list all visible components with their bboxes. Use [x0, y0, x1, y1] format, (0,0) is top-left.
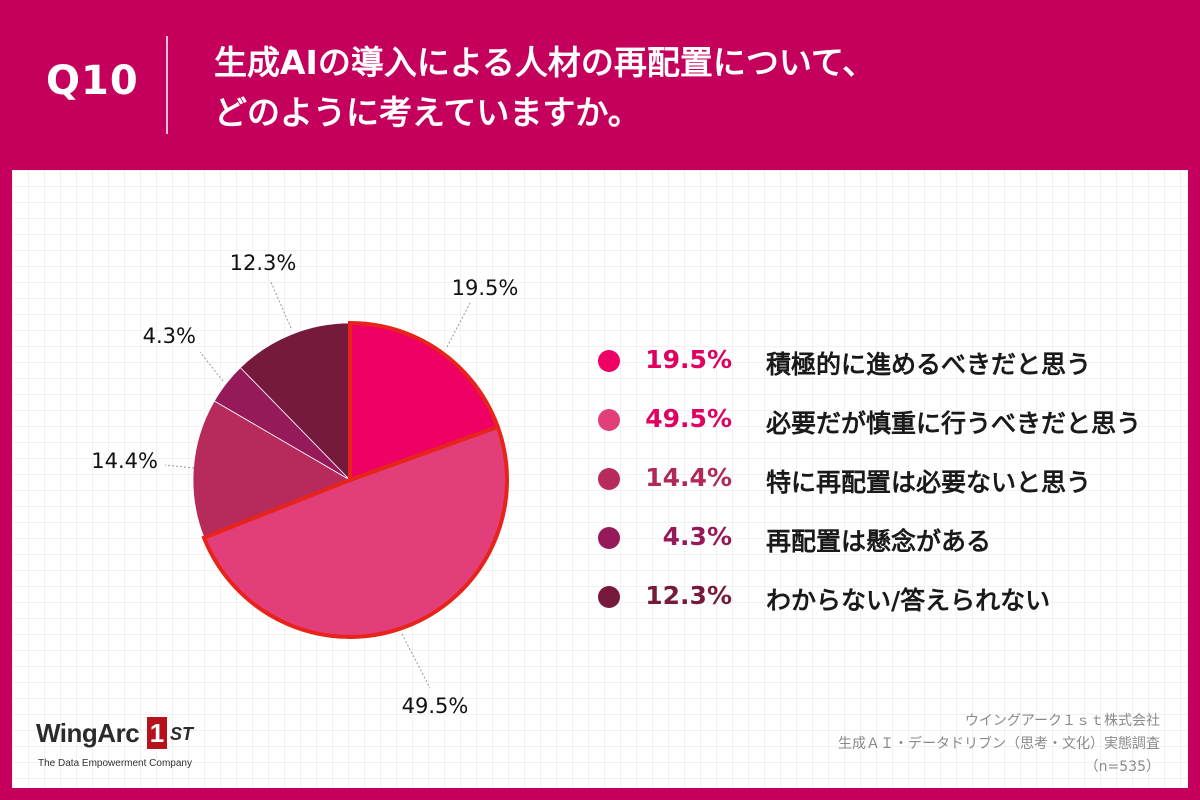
- source-sample: （n=535）: [1084, 759, 1160, 775]
- logo-wordmark: WingArc: [36, 718, 140, 748]
- highlight-outline-aggressive: [348, 320, 501, 483]
- legend-label: わからない/答えられない: [766, 586, 1051, 615]
- data-label-cautious: 49.5%: [402, 694, 469, 718]
- legend-swatch: [598, 409, 620, 431]
- legend-percent: 19.5%: [645, 345, 732, 374]
- legend-label: 必要だが慎重に行うべきだと思う: [766, 409, 1142, 438]
- legend-swatch: [598, 350, 620, 372]
- legend-item-concerned: 4.3% 再配置は懸念がある: [598, 522, 1178, 584]
- company-logo: WingArc 1 ST The Data Empowerment Compan…: [36, 717, 256, 778]
- leader-line-aggressive: [446, 302, 471, 348]
- question-title-line-2: どのように考えていますか。: [214, 93, 641, 132]
- legend-item-unknown: 12.3% わからない/答えられない: [598, 581, 1178, 643]
- legend-percent: 4.3%: [662, 522, 732, 551]
- header: Q10 生成AIの導入による人材の再配置について、 どのように考えていますか。: [0, 0, 1200, 170]
- question-number: Q10: [46, 58, 139, 104]
- legend-label: 再配置は懸念がある: [766, 527, 992, 556]
- data-label-unknown: 12.3%: [230, 251, 297, 275]
- legend-label: 特に再配置は必要ないと思う: [766, 468, 1092, 497]
- leader-line-cautious: [401, 633, 431, 689]
- data-label-concerned: 4.3%: [143, 324, 196, 348]
- legend-swatch: [598, 586, 620, 608]
- pie-leader-lines: [164, 279, 471, 689]
- question-title-line-1: 生成AIの導入による人材の再配置について、: [214, 43, 876, 82]
- logo-mark: 1: [147, 717, 167, 749]
- data-label-unnecessary: 14.4%: [91, 449, 158, 473]
- header-divider: [166, 36, 168, 134]
- pie-slices: [192, 322, 508, 638]
- legend: 19.5% 積極的に進めるべきだと思う 49.5% 必要だが慎重に行うべきだと思…: [598, 345, 1178, 643]
- leader-line-unnecessary: [164, 464, 195, 469]
- logo-suffix: ST: [170, 724, 194, 744]
- leader-line-unknown: [269, 279, 292, 329]
- data-label-aggressive: 19.5%: [452, 276, 519, 300]
- source-survey: 生成ＡＩ・データドリブン（思考・文化）実態調査: [838, 736, 1160, 752]
- legend-percent: 14.4%: [645, 463, 732, 492]
- legend-percent: 12.3%: [645, 581, 732, 610]
- highlight-outline-cautious: [201, 424, 509, 639]
- leader-line-concerned: [199, 351, 224, 382]
- legend-percent: 49.5%: [645, 404, 732, 433]
- pie-highlight: [201, 320, 509, 639]
- legend-item-aggressive: 19.5% 積極的に進めるべきだと思う: [598, 345, 1178, 407]
- question-title: 生成AIの導入による人材の再配置について、 どのように考えていますか。: [214, 38, 1174, 138]
- legend-item-unnecessary: 14.4% 特に再配置は必要ないと思う: [598, 463, 1178, 525]
- legend-swatch: [598, 468, 620, 490]
- legend-label: 積極的に進めるべきだと思う: [766, 350, 1092, 379]
- source-company: ウイングアーク１ｓｔ株式会社: [964, 713, 1160, 729]
- logo-tagline: The Data Empowerment Company: [38, 758, 192, 769]
- legend-swatch: [598, 527, 620, 549]
- legend-item-cautious: 49.5% 必要だが慎重に行うべきだと思う: [598, 404, 1178, 466]
- source-note: ウイングアーク１ｓｔ株式会社 生成ＡＩ・データドリブン（思考・文化）実態調査 （…: [838, 710, 1160, 779]
- pie-value-labels: 19.5% 49.5% 14.4% 4.3% 12.3%: [91, 251, 518, 718]
- pie-slice-unknown: [239, 322, 351, 481]
